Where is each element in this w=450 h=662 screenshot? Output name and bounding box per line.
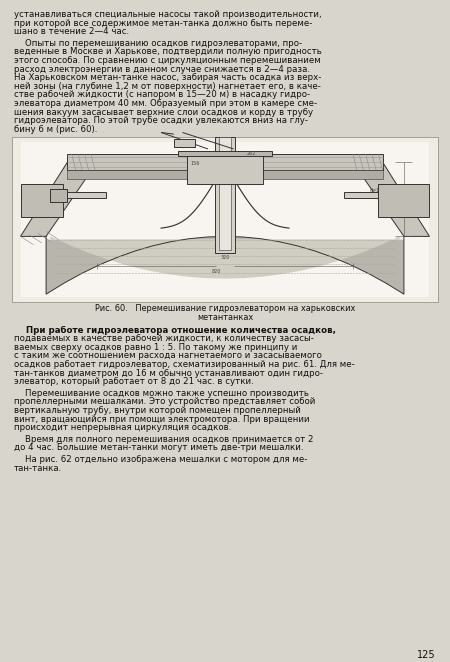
Text: тан-танков диаметром до 16 м обычно устанавливают один гидро-: тан-танков диаметром до 16 м обычно уста… [14,369,323,377]
Text: до 4 час. Большие метан-танки могут иметь две-три мешалки.: до 4 час. Большие метан-танки могут имет… [14,444,303,452]
Text: 125: 125 [418,650,436,660]
Polygon shape [68,154,382,170]
Text: пропеллерными мешалками. Это устройство представляет собой: пропеллерными мешалками. Это устройство … [14,397,315,406]
Text: тан-танка.: тан-танка. [14,463,62,473]
Text: d=62: d=62 [29,201,43,206]
Text: Опыты по перемешиванию осадков гидроэлеваторами, про-: Опыты по перемешиванию осадков гидроэлев… [14,39,302,48]
Polygon shape [68,170,382,179]
Text: 320: 320 [220,256,230,260]
Text: этого способа. По сравнению с циркуляционным перемешиванием: этого способа. По сравнению с циркуляцио… [14,56,321,65]
Polygon shape [21,162,97,236]
Polygon shape [21,183,63,216]
Text: расход электроэнергии в данном случае снижается в 2—4 раза.: расход электроэнергии в данном случае сн… [14,65,310,73]
Bar [344,192,429,199]
Text: метантанках: метантанках [197,313,253,322]
Text: шения вакуум засасывает верхние слои осадков и корду в трубу: шения вакуум засасывает верхние слои оса… [14,108,313,117]
Bar [21,142,429,297]
Polygon shape [46,236,404,294]
Text: Перемешивание осадков можно также успешно производить: Перемешивание осадков можно также успешн… [14,389,309,398]
Text: элеватор, который работает от 8 до 21 час. в сутки.: элеватор, который работает от 8 до 21 ча… [14,377,254,386]
Text: вертикальную трубу, внутри которой помещен пропеллерный: вертикальную трубу, внутри которой помещ… [14,406,301,415]
Text: 820: 820 [212,269,221,275]
Bar [21,192,106,199]
Polygon shape [174,139,195,148]
Bar [219,138,231,250]
Text: подаваемых в качестве рабочей жидкости, к количеству засасы-: подаваемых в качестве рабочей жидкости, … [14,334,314,343]
Text: винт, вращающийся при помощи электромотора. При вращении: винт, вращающийся при помощи электромото… [14,414,310,424]
Text: 156: 156 [190,162,200,166]
Text: осадков работает гидроэлеватор, схематизированный на рис. 61. Для ме-: осадков работает гидроэлеватор, схематиз… [14,360,355,369]
Bar [12,138,438,303]
Text: гидроэлеватора. По этой трубе осадки увлекаются вниз на глу-: гидроэлеватора. По этой трубе осадки увл… [14,117,308,125]
Text: ней зоны (на глубине 1,2 м от поверхности) нагнетает его, в каче-: ней зоны (на глубине 1,2 м от поверхност… [14,82,321,91]
Text: d=152: d=152 [29,188,45,193]
Bar [216,138,234,253]
Polygon shape [50,236,419,279]
Bar [178,150,272,156]
Text: d=152: d=152 [370,188,387,193]
Text: с таким же соотношением расхода нагнетаемого и засасываемого: с таким же соотношением расхода нагнетае… [14,352,322,360]
Text: стве рабочей жидкости (с напором в 15—20 м) в насадку гидро-: стве рабочей жидкости (с напором в 15—20… [14,91,310,99]
Text: веденные в Москве и Харькове, подтвердили полную пригодность: веденные в Москве и Харькове, подтвердил… [14,48,322,56]
Text: элеватора диаметром 40 мм. Образуемый при этом в камере сме-: элеватора диаметром 40 мм. Образуемый пр… [14,99,317,108]
Polygon shape [353,162,429,236]
Bar [187,150,263,183]
Text: 6м: 6м [413,197,420,203]
Text: бину 6 м (рис. 60).: бину 6 м (рис. 60). [14,125,97,134]
Text: При работе гидроэлеватора отношение количества осадков,: При работе гидроэлеватора отношение коли… [14,326,336,335]
Text: устанавливаться специальные насосы такой производительности,: устанавливаться специальные насосы такой… [14,10,322,19]
Text: На Харьковском метан-танке насос, забирая часть осадка из верх-: На Харьковском метан-танке насос, забира… [14,73,321,82]
Text: при которой все содержимое метан-танка должно быть переме-: при которой все содержимое метан-танка д… [14,19,312,28]
Text: происходит непрерывная циркуляция осадков.: происходит непрерывная циркуляция осадко… [14,423,231,432]
Text: шано в течение 2—4 час.: шано в течение 2—4 час. [14,27,129,36]
Text: На рис. 62 отдельно изображена мешалки с мотором для ме-: На рис. 62 отдельно изображена мешалки с… [14,455,307,464]
Bar [50,189,68,202]
Text: ваемых сверху осадков равно 1 : 5. По такому же принципу и: ваемых сверху осадков равно 1 : 5. По та… [14,343,297,352]
Text: 262: 262 [246,152,256,156]
Text: Время для полного перемешивания осадков принимается от 2: Время для полного перемешивания осадков … [14,435,314,444]
Polygon shape [378,183,429,216]
Text: Рис. 60.   Перемешивание гидроэлеватором на харьковских: Рис. 60. Перемешивание гидроэлеватором н… [95,305,355,313]
